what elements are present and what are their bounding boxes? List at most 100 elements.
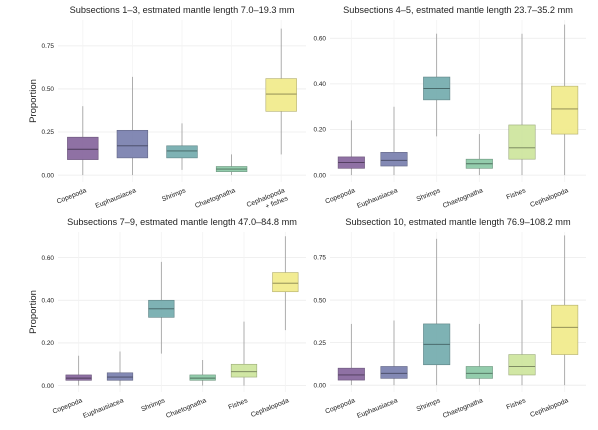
- box-body: [272, 272, 299, 293]
- category-label-line: Shrimps: [416, 187, 442, 203]
- category-label: Chaetognatha: [194, 187, 236, 210]
- category-label-line: Cephalopoda: [529, 187, 569, 209]
- y-tick-label: 0.40: [314, 81, 327, 88]
- box-copepoda: [337, 323, 365, 386]
- category-label-line: Fishes: [506, 187, 528, 201]
- category-label-line: Copepoda: [52, 397, 84, 415]
- category-label-line: Chaetognatha: [442, 187, 484, 210]
- box-fishes: [508, 300, 536, 386]
- box-copepoda: [67, 106, 99, 176]
- category-label: Chaetognatha: [165, 397, 207, 420]
- box-shrimps: [166, 123, 198, 170]
- category-label: Fishes: [506, 187, 528, 201]
- y-axis-label: Proportion: [28, 79, 39, 123]
- box-shrimps: [423, 33, 451, 137]
- box-cephalopoda: [272, 236, 299, 331]
- box-fishes: [508, 33, 536, 176]
- category-label: Fishes: [506, 397, 528, 411]
- category-label-line: Copepoda: [324, 187, 356, 205]
- box-body: [116, 129, 149, 159]
- panel-title: Subsections 7–9, estmated mantle length …: [67, 217, 297, 227]
- category-label-line: Shrimps: [416, 397, 442, 413]
- category-label-line: Euphausiacea: [356, 397, 399, 420]
- box-body: [67, 136, 99, 160]
- box-body: [380, 152, 408, 167]
- box-fishes: [230, 321, 258, 386]
- box-euphausiacea: [106, 351, 134, 386]
- panel-title: Subsections 1–3, estmated mantle length …: [70, 5, 295, 15]
- category-label-line: Euphausiacea: [82, 397, 125, 420]
- category-label-line: Cephalopoda: [529, 397, 569, 419]
- category-label: Shrimps: [416, 397, 442, 413]
- category-label-line: Copepoda: [56, 187, 88, 205]
- box-shrimps: [423, 238, 451, 386]
- box-shrimps: [148, 261, 175, 354]
- panel-4: Subsection 10, estmated mantle length 76…: [314, 217, 586, 420]
- box-chaetognatha: [189, 360, 216, 386]
- category-label: Cephalopoda: [529, 187, 569, 209]
- category-label-line: Fishes: [506, 397, 528, 411]
- category-label: Copepoda: [52, 397, 84, 415]
- y-tick-label: 0.60: [42, 255, 55, 262]
- y-tick-label: 0.25: [42, 129, 55, 136]
- box-cephalopoda: [551, 24, 579, 176]
- plot-area: [330, 20, 586, 182]
- plot-area: [330, 232, 586, 392]
- plot-area: [58, 232, 306, 392]
- category-label-line: Copepoda: [324, 397, 356, 415]
- panel-3: Subsections 7–9, estmated mantle length …: [28, 217, 306, 420]
- y-tick-label: 0.75: [42, 43, 55, 50]
- category-label: Shrimps: [161, 187, 187, 203]
- panel-1: Subsections 1–3, estmated mantle length …: [28, 5, 306, 217]
- panel-2: Subsections 4–5, estmated mantle length …: [314, 5, 586, 210]
- category-label-line: Chaetognatha: [194, 187, 236, 210]
- box-body: [337, 367, 365, 381]
- box-body: [166, 145, 198, 159]
- box-euphausiacea: [380, 320, 408, 386]
- category-label: Cephalopoda+ fishes: [246, 187, 290, 217]
- box-body: [106, 372, 134, 381]
- y-tick-label: 0.25: [314, 340, 327, 347]
- y-axis-label: Proportion: [28, 290, 39, 334]
- box-copepoda: [337, 120, 365, 176]
- box-cephalopoda-fishes: [265, 28, 297, 155]
- category-label: Euphausiacea: [356, 397, 399, 420]
- y-tick-label: 0.00: [314, 172, 327, 179]
- category-label: Copepoda: [56, 187, 88, 205]
- box-body: [265, 78, 297, 112]
- box-cephalopoda: [551, 235, 579, 386]
- box-euphausiacea: [380, 106, 408, 176]
- panel-title: Subsections 4–5, estmated mantle length …: [343, 5, 573, 15]
- box-body: [465, 366, 493, 379]
- category-label-line: Fishes: [228, 397, 250, 411]
- box-chaetognatha: [465, 323, 493, 386]
- box-body: [230, 363, 258, 378]
- category-label: Copepoda: [324, 187, 356, 205]
- y-tick-label: 0.00: [314, 382, 327, 389]
- y-tick-label: 0.75: [314, 255, 327, 262]
- y-tick-label: 0.00: [42, 383, 55, 390]
- y-tick-label: 0.60: [314, 35, 327, 42]
- box-chaetognatha: [215, 154, 248, 176]
- box-body: [189, 374, 216, 381]
- category-label: Chaetognatha: [442, 397, 484, 420]
- box-body: [551, 304, 579, 355]
- category-label-line: Cephalopoda: [250, 397, 290, 419]
- category-label-line: Chaetognatha: [165, 397, 207, 420]
- box-body: [380, 366, 408, 379]
- box-body: [508, 124, 536, 160]
- y-tick-label: 0.50: [42, 86, 55, 93]
- category-label: Euphausiacea: [356, 187, 399, 210]
- y-tick-label: 0.40: [42, 297, 55, 304]
- category-label: Euphausiacea: [82, 397, 125, 420]
- category-label: Cephalopoda: [250, 397, 290, 419]
- category-label-line: Euphausiacea: [356, 187, 399, 210]
- category-label: Copepoda: [324, 397, 356, 415]
- box-chaetognatha: [465, 134, 493, 176]
- category-label: Shrimps: [140, 397, 166, 413]
- box-body: [508, 354, 536, 376]
- y-tick-label: 0.20: [42, 340, 55, 347]
- y-tick-label: 0.50: [314, 297, 327, 304]
- box-body: [65, 374, 92, 381]
